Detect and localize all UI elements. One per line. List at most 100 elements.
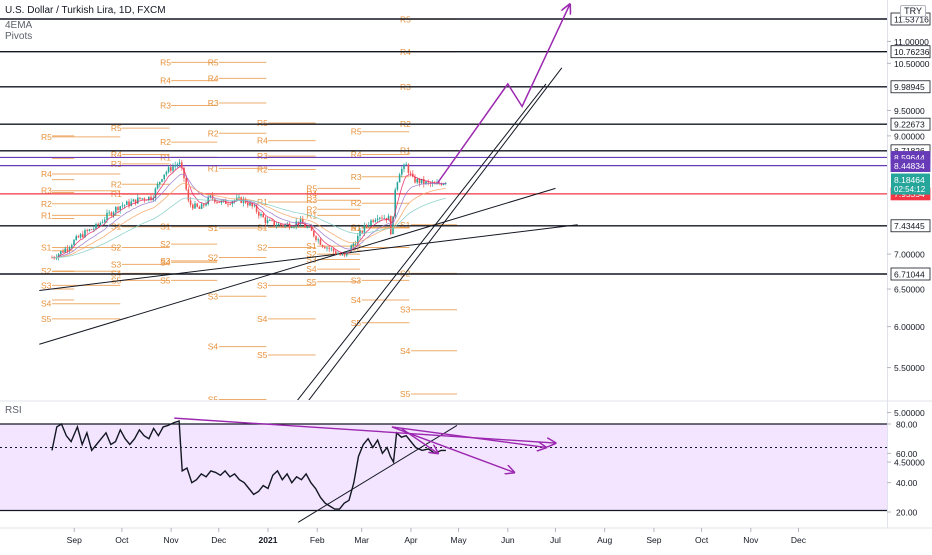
pivot-label: R3	[208, 98, 219, 108]
pivot-label: S2	[41, 266, 52, 276]
candle-body	[123, 204, 126, 206]
pivot-label: R2	[351, 198, 362, 208]
candle-body	[288, 223, 291, 228]
candle-body	[321, 244, 324, 247]
pivot-label: R2	[111, 179, 122, 189]
candle-body	[57, 254, 60, 258]
candle-body	[178, 162, 181, 165]
trendline	[39, 224, 578, 291]
candle-body	[416, 178, 418, 183]
candle-body	[264, 217, 267, 223]
pivot-label: S1	[306, 241, 317, 251]
candle-body	[306, 227, 308, 228]
candle-body	[86, 230, 88, 231]
candle-body	[260, 213, 262, 216]
candle-body	[258, 211, 260, 216]
price-tick-label: 5.00000	[894, 408, 925, 418]
ema-line	[52, 166, 446, 258]
candle-body	[194, 203, 196, 209]
candle-body	[326, 247, 328, 249]
candle-body	[405, 164, 407, 166]
pivot-label: R3	[160, 100, 171, 110]
candle-body	[242, 198, 245, 203]
candle-body	[387, 216, 390, 221]
candle-body	[418, 178, 421, 184]
candle-body	[148, 196, 150, 201]
currency-badge[interactable]: TRY	[900, 5, 926, 17]
candle-body	[62, 251, 64, 253]
candle-body	[385, 217, 388, 221]
candle-body	[357, 235, 359, 244]
ema-line	[52, 183, 446, 258]
candle-body	[60, 251, 62, 255]
level-label: 11.53716	[894, 14, 929, 24]
candle-body	[291, 227, 293, 228]
candle-body	[161, 179, 163, 182]
candle-body	[172, 166, 174, 171]
time-tick-label: Nov	[164, 535, 180, 545]
pivot-label: R5	[208, 57, 219, 67]
candle-body	[277, 224, 280, 226]
candle-body	[354, 243, 357, 245]
indicator-4ema[interactable]: 4EMA	[5, 20, 33, 31]
candle-body	[440, 183, 443, 185]
candle-body	[181, 162, 183, 168]
candle-body	[427, 181, 429, 183]
rsi-pane-label[interactable]: RSI	[5, 405, 22, 416]
candle-body	[317, 239, 319, 241]
rsi-divergence-arrow	[401, 427, 438, 453]
candle-body	[106, 212, 108, 220]
time-tick-label: Dec	[791, 535, 807, 545]
pivot-label: S2	[160, 239, 171, 249]
rsi-tick-label: 80.00	[896, 420, 918, 430]
candle-body	[68, 247, 71, 250]
candle-body	[134, 199, 137, 204]
candle-body	[335, 251, 337, 254]
candle-body	[104, 219, 106, 223]
pivot-label: S3	[41, 280, 52, 290]
pivot-label: R4	[257, 136, 268, 146]
candle-body	[198, 206, 201, 209]
candle-body	[394, 189, 396, 217]
candle-body	[154, 188, 157, 199]
time-tick-label: Apr	[404, 535, 417, 545]
pivot-label: R4	[160, 76, 171, 86]
time-tick-label: Sep	[646, 535, 661, 545]
candle-body	[88, 229, 91, 231]
indicator-pivots[interactable]: Pivots	[5, 31, 33, 42]
pivot-label: R1	[351, 223, 362, 233]
pivot-label: S5	[208, 394, 219, 404]
candle-body	[302, 219, 304, 224]
pivot-label: S5	[111, 275, 122, 285]
candle-body	[409, 172, 412, 174]
candle-body	[313, 230, 315, 237]
candle-body	[249, 203, 251, 206]
candle-body	[324, 246, 326, 249]
candle-body	[352, 243, 355, 246]
candle-body	[308, 226, 311, 228]
time-tick-label: Jun	[501, 535, 515, 545]
candle-body	[93, 228, 95, 230]
pivot-label: S5	[257, 350, 268, 360]
pivot-label: S1	[400, 220, 411, 230]
candle-body	[128, 201, 130, 206]
candle-body	[346, 251, 348, 256]
candle-body	[425, 181, 427, 184]
candle-body	[271, 220, 273, 222]
candle-body	[398, 174, 401, 183]
time-tick-label: Dec	[211, 535, 227, 545]
pivot-label: R1	[41, 210, 52, 220]
candle-body	[429, 182, 432, 184]
candle-body	[247, 202, 249, 206]
pivot-label: S3	[111, 259, 122, 269]
time-tick-label: Jul	[550, 535, 561, 545]
candle-body	[183, 167, 185, 179]
candle-body	[108, 212, 110, 214]
candle-body	[121, 205, 124, 207]
pivot-label: S5	[351, 318, 362, 328]
rsi-band	[0, 424, 887, 511]
price-tick-label: 6.50000	[894, 284, 925, 294]
candle-body	[379, 217, 381, 219]
